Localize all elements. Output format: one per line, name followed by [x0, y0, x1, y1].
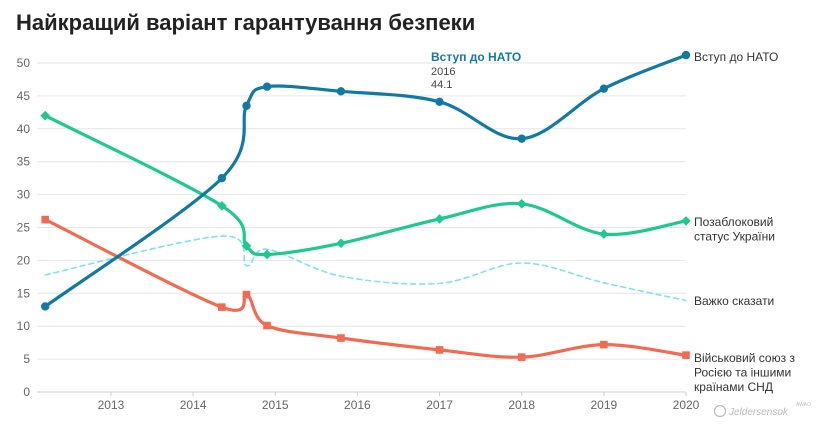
data-point-nato-0 [41, 302, 50, 311]
annotation-title: Вступ до НАТО [431, 50, 521, 64]
data-point-nato-4 [336, 87, 346, 96]
data-point-nonbloc-3 [262, 249, 272, 260]
credit-watermark: Jeldersensok AWAO [713, 402, 811, 418]
x-tick-label: 2014 [180, 398, 207, 412]
y-axis: 0 5 10 15 20 25 30 35 40 45 50 [17, 56, 31, 399]
data-point-nonbloc-0 [40, 110, 51, 121]
credit-logo-icon [713, 404, 727, 418]
x-tick-label: 2016 [344, 398, 371, 412]
x-tick-label: 2020 [673, 398, 700, 412]
data-point-nato-5 [435, 97, 444, 107]
data-point-nonbloc-5 [434, 214, 445, 224]
data-point-russia-6 [517, 353, 526, 361]
annotation-year: 2016 [431, 66, 455, 78]
series-label-line: Військовий союз з [694, 351, 795, 365]
series-line-2 [44, 235, 687, 302]
data-point-russia-0 [41, 215, 50, 224]
x-tick-label: 2018 [508, 398, 535, 412]
series-label-2: Важко сказати [694, 294, 774, 308]
chart-title: Найкращий варіант гарантування безпеки [16, 10, 475, 35]
y-tick-label: 40 [17, 122, 31, 136]
series-label-line: Росією та іншими [694, 366, 791, 380]
data-point-nato-6 [517, 134, 526, 143]
series-line-1 [43, 114, 688, 257]
data-point-nato-1 [217, 173, 227, 183]
series-label-line: Важко сказати [694, 294, 774, 308]
y-tick-label: 15 [17, 286, 31, 300]
y-tick-label: 20 [17, 253, 31, 267]
data-point-russia-7 [600, 340, 608, 349]
data-point-nato-2 [242, 101, 251, 110]
hover-annotation: Вступ до НАТО 2016 44.1 [431, 50, 521, 91]
y-tick-label: 35 [17, 155, 31, 169]
series-label-line: Вступ до НАТО [694, 50, 778, 64]
data-point-nonbloc-1 [217, 200, 227, 211]
gridlines [37, 62, 686, 393]
x-tick-label: 2015 [262, 398, 289, 412]
series-markers [40, 50, 691, 361]
y-tick-label: 0 [23, 385, 30, 399]
data-point-russia-2 [242, 290, 251, 299]
x-tick-label: 2019 [590, 398, 617, 412]
y-tick-label: 5 [23, 352, 30, 366]
series-label-line: Позаблоковий [694, 215, 773, 229]
y-tick-label: 30 [17, 188, 31, 202]
x-tick-label: 2017 [426, 398, 453, 412]
data-point-nonbloc-8 [681, 216, 691, 226]
credit-small-text: AWAO [796, 402, 811, 408]
data-point-nonbloc-7 [599, 229, 609, 239]
data-point-russia-3 [263, 321, 271, 330]
x-axis: 2013 2014 2015 2016 2017 2018 2019 2020 [98, 392, 700, 412]
series-label-line: країнами СНД [694, 380, 773, 394]
data-point-russia-5 [435, 346, 444, 354]
series-label-1: Позаблоковий статус України [694, 215, 775, 244]
series-label-line: статус України [694, 230, 775, 244]
credit-text: Jeldersensok [728, 407, 789, 418]
data-point-russia-4 [337, 334, 345, 342]
data-point-russia-1 [218, 303, 226, 311]
x-tick-label: 2013 [98, 398, 125, 412]
data-point-nonbloc-6 [516, 199, 527, 209]
series-lines [43, 53, 688, 359]
y-tick-label: 45 [17, 89, 31, 103]
annotation-value: 44.1 [431, 79, 452, 91]
data-point-nato-3 [262, 82, 272, 91]
data-point-nonbloc-4 [336, 238, 346, 249]
y-tick-label: 25 [17, 221, 31, 235]
series-labels: Вступ до НАТО Позаблоковий статус України В… [694, 50, 795, 394]
y-tick-label: 10 [17, 319, 31, 333]
data-point-nonbloc-2 [241, 241, 252, 251]
series-label-3: Військовий союз з Росією та іншими країнам… [694, 351, 795, 394]
series-label-0: Вступ до НАТО [694, 50, 778, 64]
data-point-russia-8 [682, 351, 690, 359]
y-tick-label: 50 [17, 56, 31, 70]
data-point-nato-7 [599, 84, 609, 93]
data-point-nato-8 [681, 50, 691, 60]
